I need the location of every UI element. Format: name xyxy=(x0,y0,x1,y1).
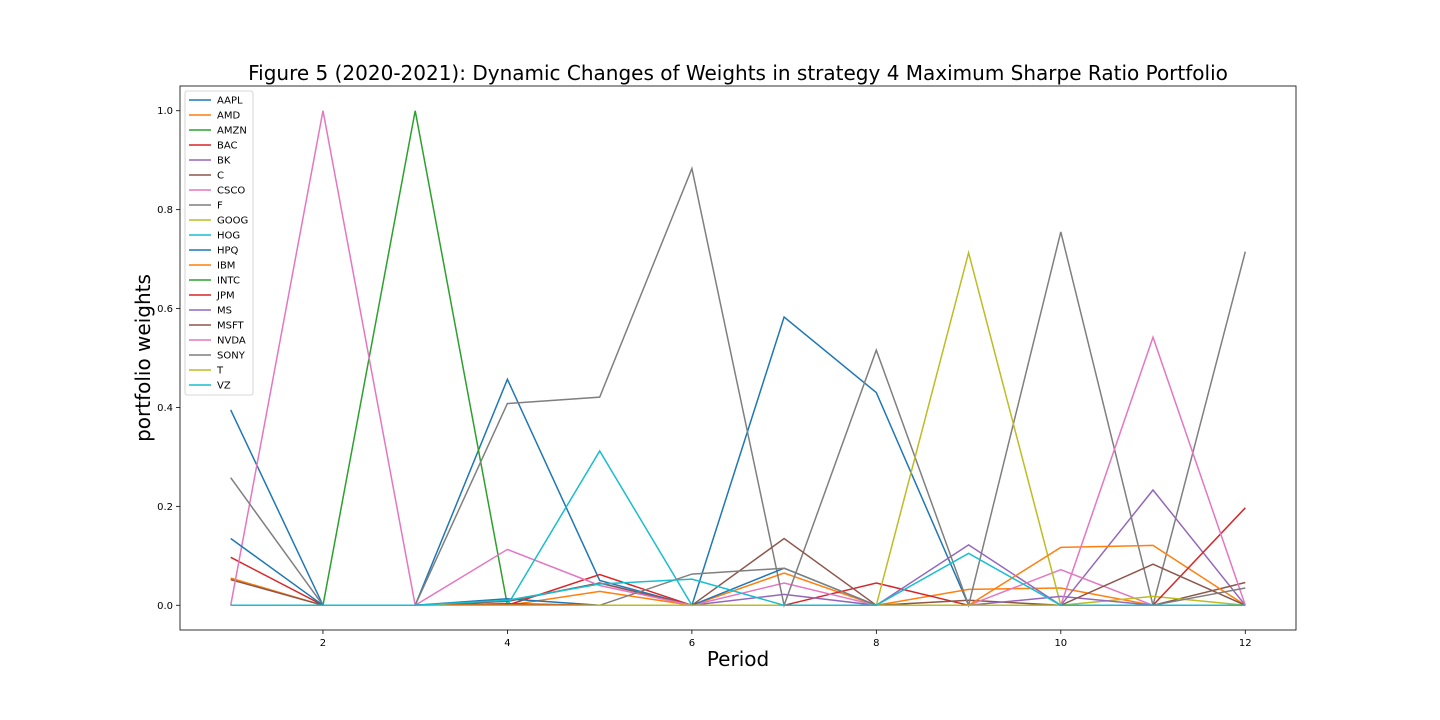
legend-label-f: F xyxy=(217,201,223,212)
legend-label-c: C xyxy=(217,171,224,182)
chart-title: Figure 5 (2020-2021): Dynamic Changes of… xyxy=(248,61,1228,85)
y-axis-title: portfolio weights xyxy=(131,274,155,442)
y-tick-label: 0.8 xyxy=(157,205,173,216)
legend-label-aapl: AAPL xyxy=(217,96,243,107)
legend-box xyxy=(184,90,254,396)
series-layer xyxy=(229,110,1247,609)
legend-label-vz: VZ xyxy=(217,381,231,392)
series-line-f xyxy=(230,166,1247,609)
series-line-csco xyxy=(229,110,1246,607)
y-axis: 0.0 0.2 0.4 0.6 0.8 1.0 xyxy=(157,106,180,612)
x-axis-title: Period xyxy=(707,647,769,671)
legend-label-sony: SONY xyxy=(217,351,246,362)
y-tick-label: 0.6 xyxy=(157,304,173,315)
legend-label-ibm: IBM xyxy=(217,261,235,272)
series-line-vz xyxy=(230,552,1246,607)
x-tick-label: 8 xyxy=(873,638,879,649)
legend-label-nvda: NVDA xyxy=(217,336,246,347)
series-line-amzn xyxy=(230,110,1246,607)
legend-label-jpm: JPM xyxy=(216,291,235,302)
x-axis: 2 4 6 8 10 12 xyxy=(320,630,1252,649)
y-tick-label: 0.4 xyxy=(157,403,173,414)
x-tick-label: 12 xyxy=(1239,638,1252,649)
legend-label-amzn: AMZN xyxy=(217,126,247,137)
x-tick-label: 4 xyxy=(504,638,510,649)
legend-label-intc: INTC xyxy=(217,276,240,287)
legend-label-bac: BAC xyxy=(217,141,238,152)
plot-area xyxy=(179,85,1297,631)
series-line-ms xyxy=(230,595,1246,607)
x-tick-label: 6 xyxy=(689,638,695,649)
legend-label-hog: HOG xyxy=(217,231,240,242)
legend-label-amd: AMD xyxy=(217,111,240,122)
legend-label-msft: MSFT xyxy=(217,321,245,332)
plot-frame xyxy=(179,85,1297,631)
x-tick-label: 2 xyxy=(320,638,326,649)
x-tick-label: 10 xyxy=(1054,638,1067,649)
y-tick-label: 0.0 xyxy=(157,601,173,612)
legend-label-t: T xyxy=(216,366,224,377)
legend-label-csco: CSCO xyxy=(217,186,245,197)
legend-label-ms: MS xyxy=(217,306,232,317)
legend-label-bk: BK xyxy=(217,156,231,167)
y-tick-label: 1.0 xyxy=(157,106,173,117)
legend-label-hpq: HPQ xyxy=(217,246,239,257)
series-line-ibm xyxy=(230,544,1246,607)
legend: AAPL AMD AMZN BAC BK C CSCO F GOOG HOG HPQ IBM INTC J… xyxy=(184,90,254,396)
series-line-bk xyxy=(230,488,1246,607)
legend-label-goog: GOOG xyxy=(217,216,248,227)
y-tick-label: 0.2 xyxy=(157,502,173,513)
